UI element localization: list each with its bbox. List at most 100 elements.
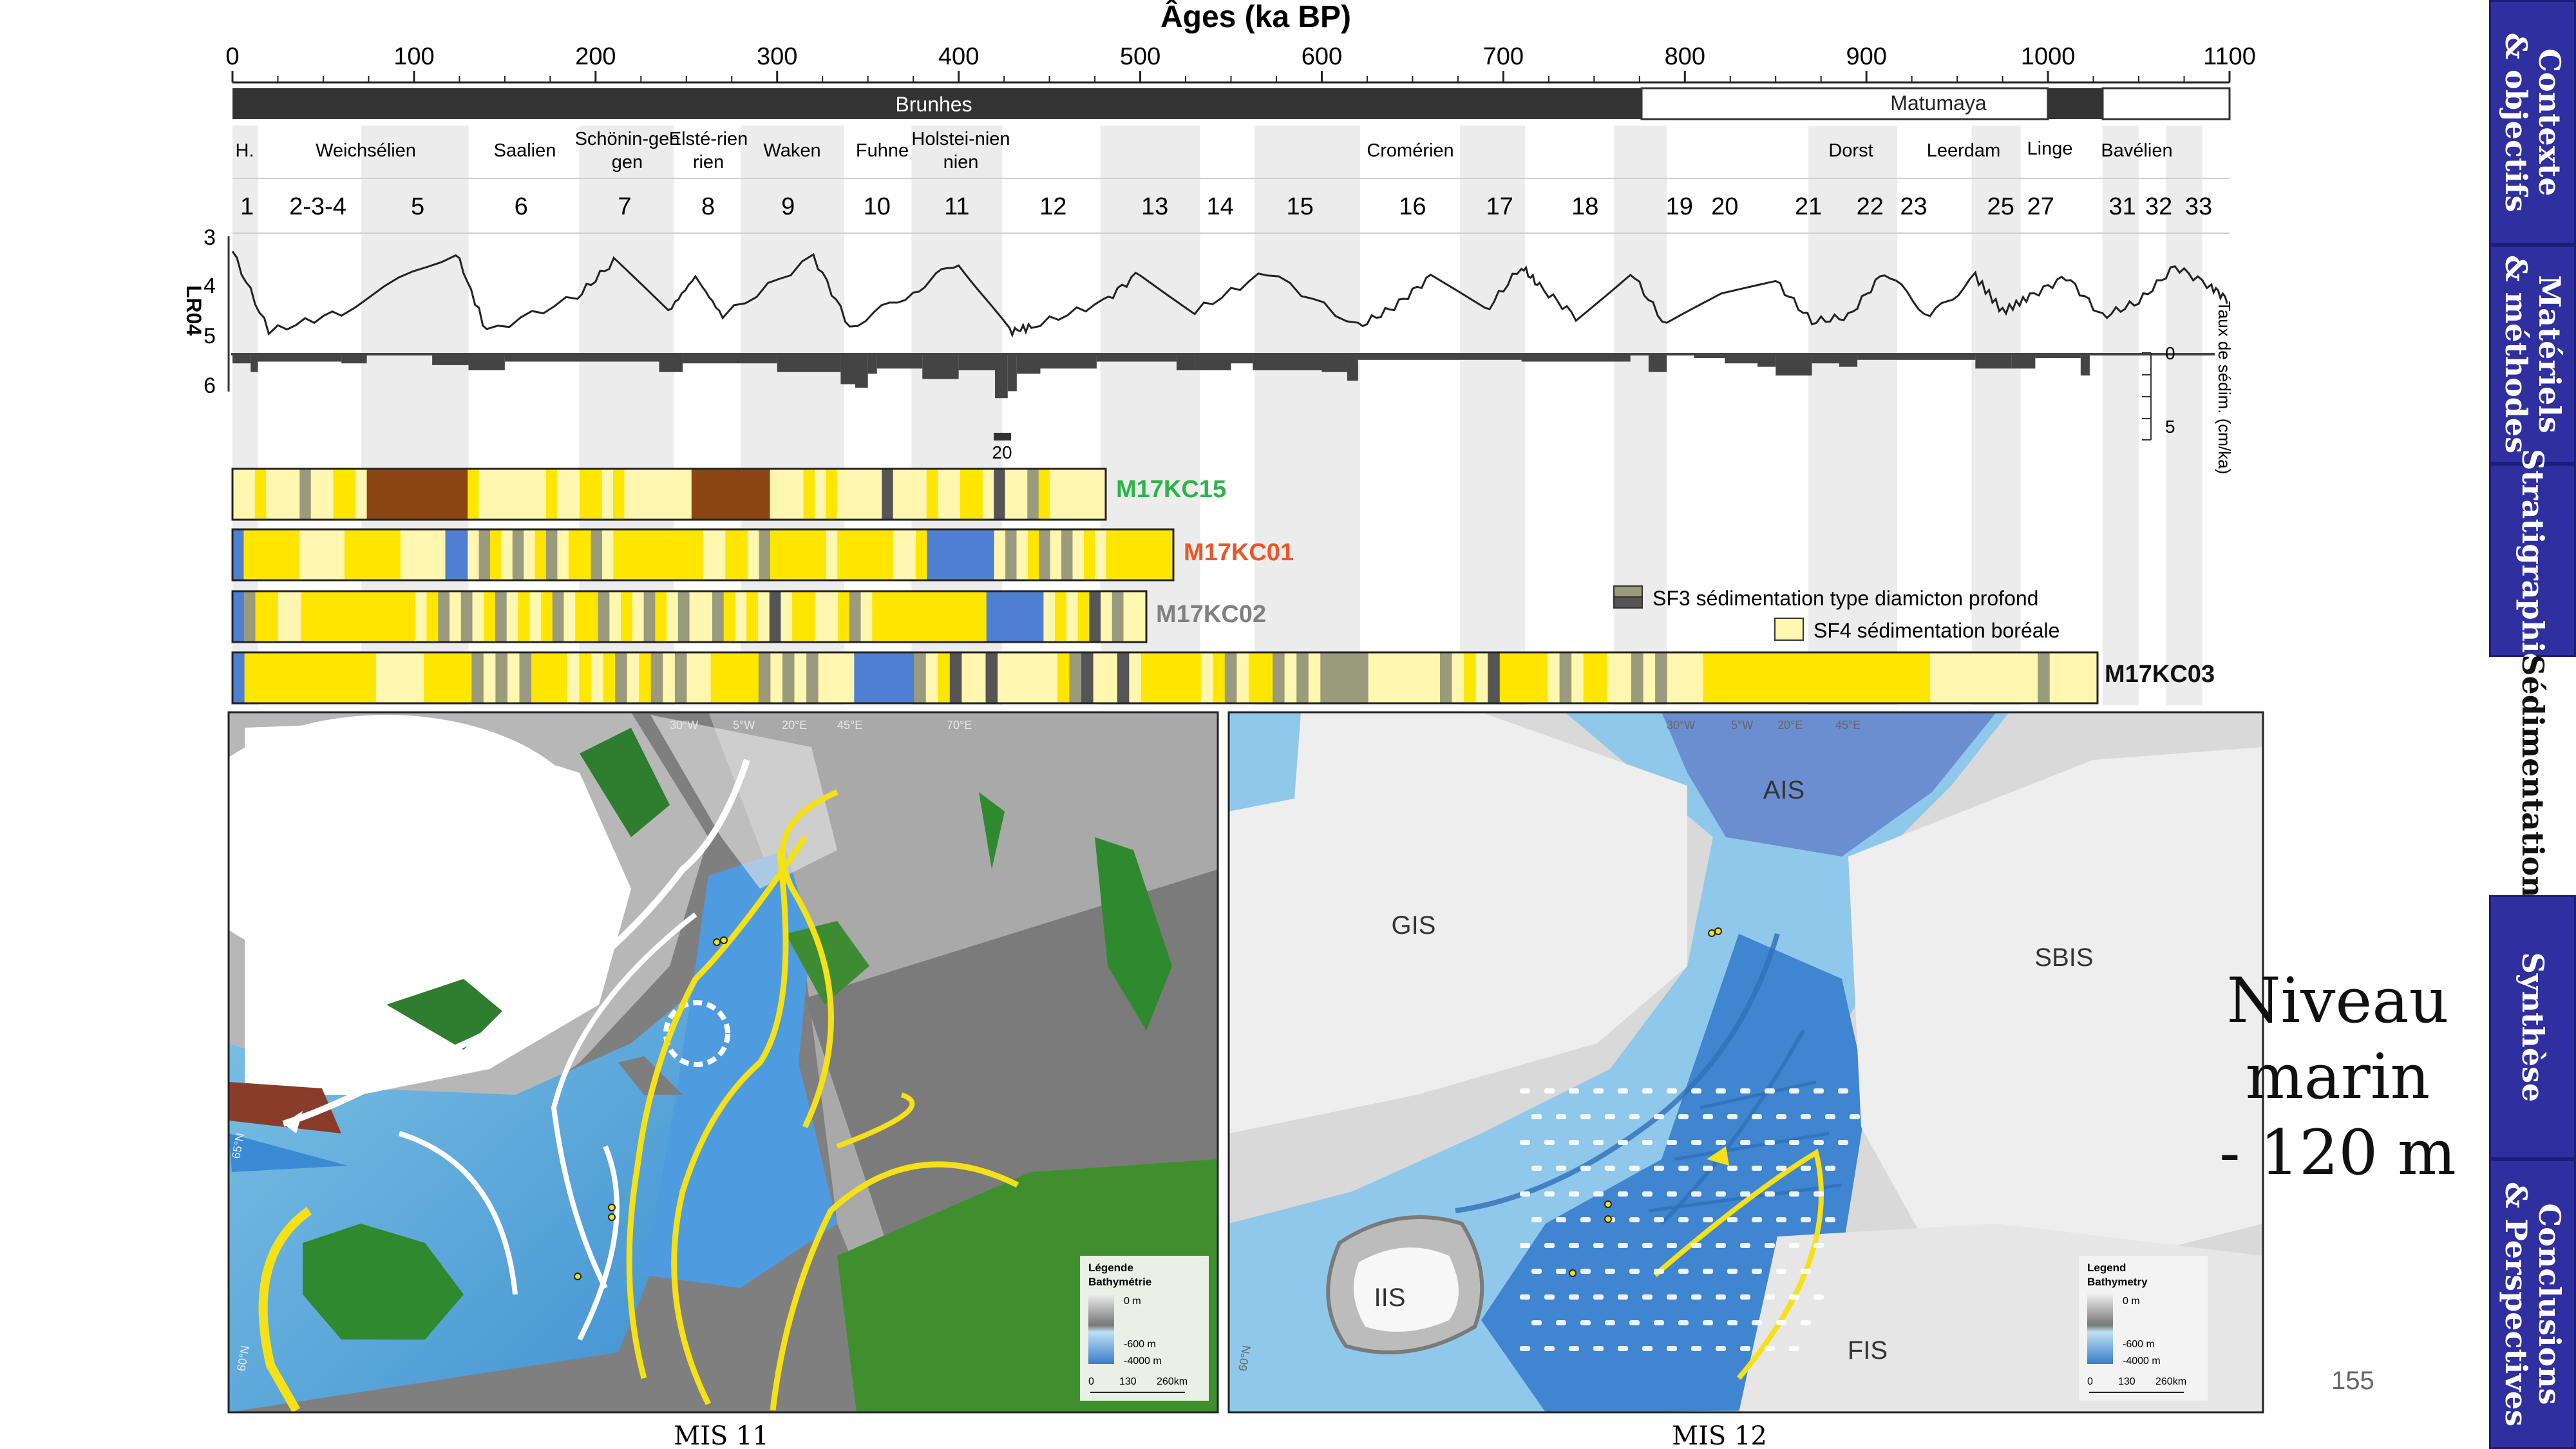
core-layer xyxy=(794,652,807,703)
iceberg-mark xyxy=(1629,1166,1640,1171)
core-strip-m17kc02 xyxy=(231,590,1148,643)
iceberg-mark xyxy=(1765,1294,1775,1300)
legend-level: -600 m xyxy=(2123,1339,2155,1350)
core-layer xyxy=(639,652,652,703)
sedimentation-bar xyxy=(958,353,996,370)
core-layer xyxy=(450,591,462,642)
core-layer xyxy=(316,652,329,703)
core-layer xyxy=(918,591,930,642)
scale-label: 0 xyxy=(2087,1376,2093,1387)
core-layer xyxy=(703,529,715,580)
core-layer xyxy=(280,652,293,703)
core-layer xyxy=(632,591,645,642)
axis-tick-label: 700 xyxy=(1483,43,1524,70)
graticule-label: 20°E xyxy=(782,719,807,732)
stage-label: Elsté-rien xyxy=(669,129,748,149)
core-layer xyxy=(1954,652,1967,703)
iceberg-mark xyxy=(1789,1088,1799,1094)
nav-tab-stratigraphie[interactable]: Stratigraphie xyxy=(2489,449,2576,672)
ice-sheet-label: AIS xyxy=(1763,776,1804,804)
core-layer xyxy=(424,652,437,703)
iceberg-mark xyxy=(1838,1088,1848,1094)
iceberg-mark xyxy=(1531,1320,1542,1325)
core-layer xyxy=(884,591,896,642)
iceberg-mark xyxy=(1642,1346,1653,1351)
core-layer xyxy=(692,529,704,580)
mis-number: 12 xyxy=(1039,193,1066,220)
iceberg-mark xyxy=(1593,1243,1604,1248)
iceberg-mark xyxy=(1765,1191,1775,1197)
core-layer xyxy=(1607,652,1620,703)
sedimentation-bar xyxy=(432,353,469,365)
core-layer xyxy=(866,652,879,703)
core-layer xyxy=(267,591,279,642)
core-layer xyxy=(1798,652,1812,703)
axis-tick-label: 1100 xyxy=(2203,43,2256,70)
sedimentation-bar xyxy=(1694,353,1725,359)
core-layer xyxy=(770,469,782,520)
core-layer xyxy=(1177,652,1189,703)
legend-subtitle: Bathymétrie xyxy=(1088,1276,1151,1288)
core-layer xyxy=(468,469,480,520)
iceberg-mark xyxy=(1667,1140,1677,1145)
core-layer xyxy=(1750,652,1763,703)
core-layer xyxy=(1571,652,1584,703)
core-layer xyxy=(643,591,656,642)
core-layer xyxy=(288,469,300,520)
nav-tab-contexte[interactable]: Contexte & objectifs xyxy=(2489,0,2576,245)
core-layer xyxy=(647,529,659,580)
core-layer xyxy=(759,469,771,520)
core-layer xyxy=(759,529,771,580)
iceberg-mark xyxy=(1642,1140,1653,1145)
core-layer xyxy=(352,652,365,703)
core-layer xyxy=(1667,652,1680,703)
glacial-band xyxy=(1808,126,1898,705)
iceberg-mark xyxy=(1789,1346,1799,1351)
core-layer xyxy=(1523,652,1537,703)
mis-number: 5 xyxy=(411,193,424,220)
core-layer xyxy=(871,529,883,580)
bathymetry-legend-right: Legend Bathymetry 0 m -600 m -4000 m 0 1… xyxy=(2079,1256,2208,1401)
core-layer xyxy=(1117,529,1129,580)
core-layer xyxy=(1072,469,1084,520)
nav-tab-conclusions[interactable]: Conclusions & Perspectives xyxy=(2489,1159,2576,1449)
sedimentation-bar xyxy=(922,353,959,379)
core-layer xyxy=(1038,469,1050,520)
core-layer xyxy=(322,529,334,580)
core-layer xyxy=(1009,591,1021,642)
nav-tab-materiels[interactable]: Matériels & méthodes xyxy=(2489,245,2576,464)
iceberg-mark xyxy=(1654,1320,1664,1325)
iceberg-mark xyxy=(1765,1140,1775,1145)
core-layer xyxy=(568,529,580,580)
core-layer xyxy=(859,469,871,520)
iceberg-mark xyxy=(1716,1294,1726,1300)
iceberg-mark xyxy=(1520,1088,1530,1094)
mis-number: 7 xyxy=(618,193,631,220)
iceberg-mark xyxy=(1642,1294,1653,1300)
iceberg-mark xyxy=(1654,1166,1664,1171)
core-layer xyxy=(725,529,737,580)
core-layer xyxy=(1846,652,1859,703)
core-layer xyxy=(243,469,256,520)
page-number: 155 xyxy=(2331,1367,2374,1395)
core-layer xyxy=(770,529,782,580)
core-outline xyxy=(231,468,1107,521)
core-layer xyxy=(567,652,580,703)
core-layer xyxy=(1452,652,1464,703)
nav-tab-synthese[interactable]: Synthèse xyxy=(2489,895,2576,1159)
core-layer xyxy=(1786,652,1799,703)
scale-label: 130 xyxy=(2118,1376,2136,1387)
sedimentation-baseline xyxy=(231,353,2215,355)
axis-tick-label: 500 xyxy=(1120,43,1160,70)
sedimentation-bar xyxy=(995,353,1008,399)
sedimentation-bar xyxy=(2053,353,2081,359)
core-layer xyxy=(848,529,860,580)
iceberg-mark xyxy=(1801,1114,1811,1119)
core-layer xyxy=(254,469,267,520)
sedimentation-bar xyxy=(2080,353,2090,376)
core-layer xyxy=(524,469,535,520)
legend-title: Legend xyxy=(2087,1262,2126,1274)
nav-tab-sedimentation[interactable]: Sédimentation xyxy=(2489,654,2576,898)
core-layer xyxy=(310,529,323,580)
core-layer xyxy=(815,529,827,580)
